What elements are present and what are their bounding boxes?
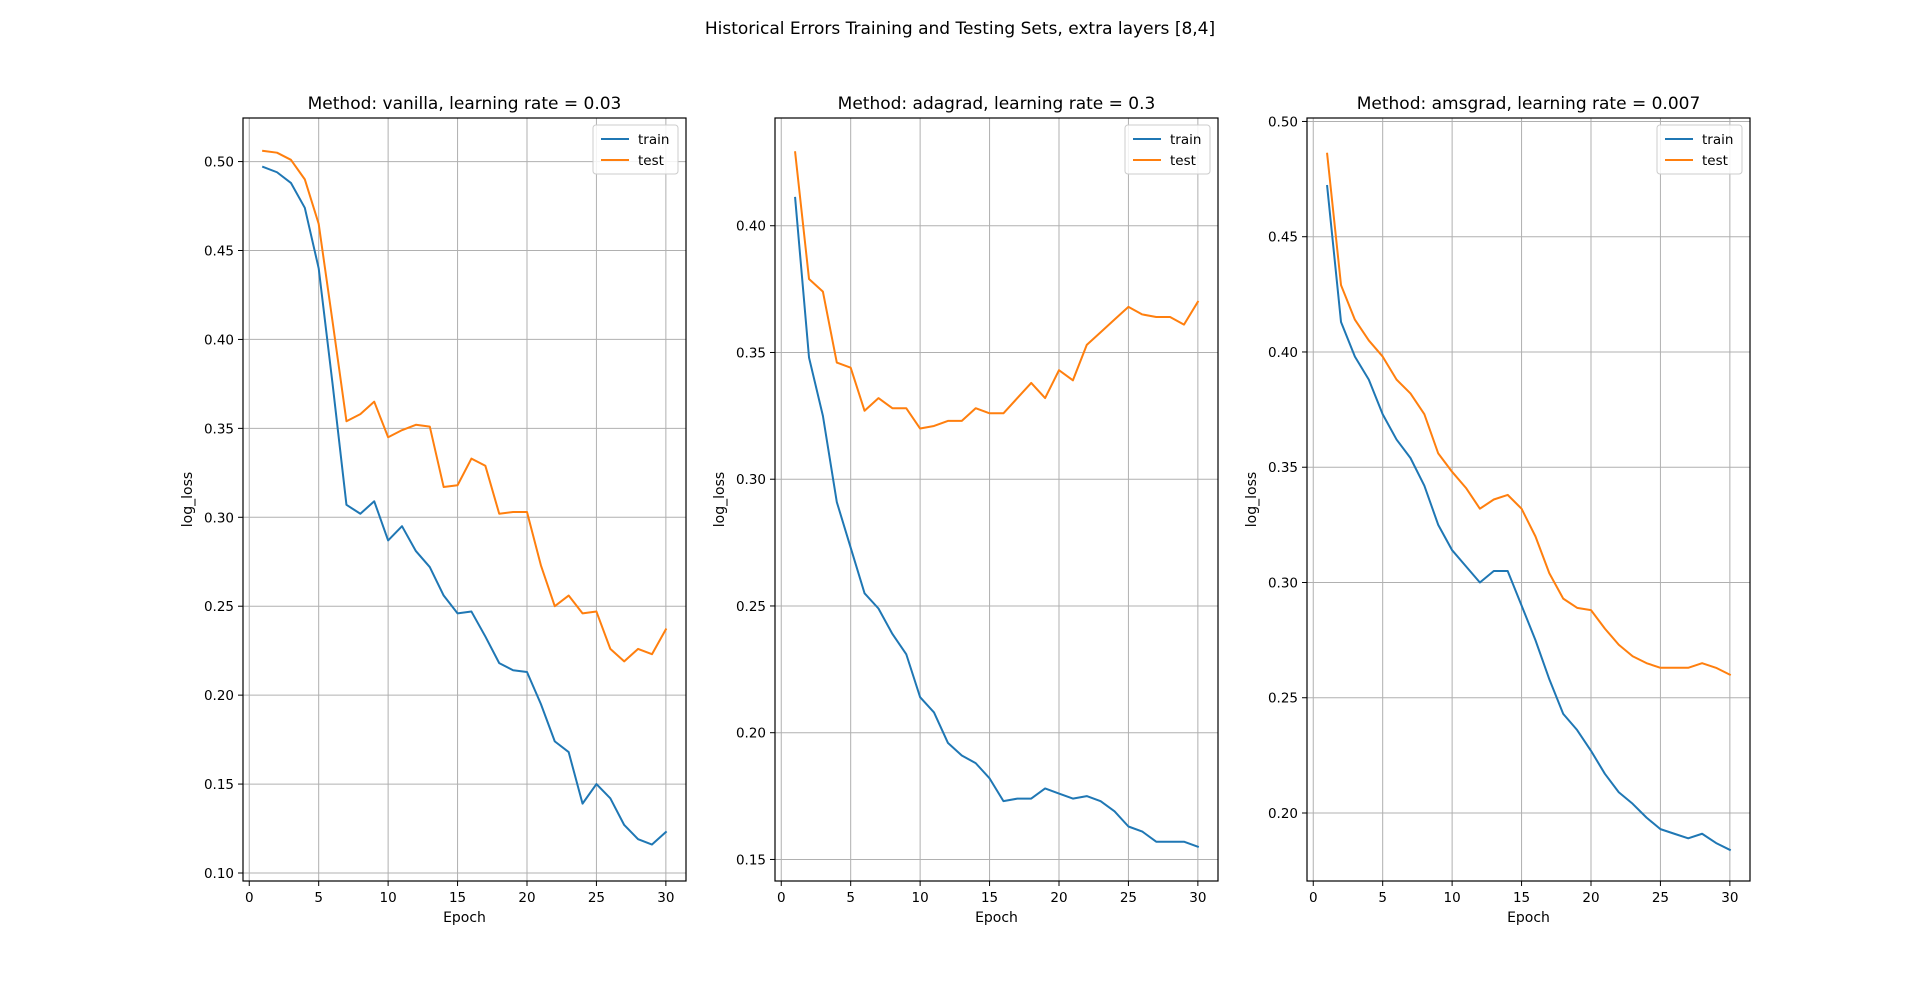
subplot-title: Method: adagrad, learning rate = 0.3: [838, 94, 1156, 114]
y-tick-label: 0.35: [204, 421, 234, 437]
x-tick-label: 15: [981, 890, 998, 906]
y-tick-label: 0.40: [736, 219, 766, 235]
x-tick-label: 25: [1652, 890, 1669, 906]
legend: train test: [1656, 124, 1743, 175]
legend: train test: [1124, 124, 1211, 175]
x-tick-label: 10: [380, 890, 397, 906]
y-tick-label: 0.45: [204, 244, 234, 260]
y-tick-label: 0.25: [204, 599, 234, 615]
y-tick-label: 0.35: [1268, 460, 1298, 476]
subplot-title: Method: vanilla, learning rate = 0.03: [308, 94, 622, 114]
x-tick-label: 5: [846, 890, 855, 906]
x-tick-label: 20: [1582, 890, 1599, 906]
y-tick-label: 0.25: [1268, 691, 1298, 707]
y-tick-label: 0.30: [736, 472, 766, 488]
legend-label-train: train: [638, 132, 669, 148]
x-tick-label: 5: [1378, 890, 1387, 906]
x-tick-label: 30: [1189, 890, 1206, 906]
series-line-train: [794, 196, 1200, 849]
legend-label-train: train: [1702, 132, 1733, 148]
legend-box: [1656, 124, 1743, 175]
subplot-title: Method: amsgrad, learning rate = 0.007: [1357, 94, 1701, 114]
y-tick-label: 0.30: [1268, 575, 1298, 591]
x-axis-label: Epoch: [443, 910, 486, 926]
y-tick-label: 0.25: [736, 599, 766, 615]
x-tick-label: 20: [518, 890, 535, 906]
figure-title: Historical Errors Training and Testing S…: [705, 19, 1215, 39]
legend-label-test: test: [638, 153, 664, 169]
legend: train test: [592, 124, 679, 175]
x-axis-label: Epoch: [975, 910, 1018, 926]
x-tick-label: 25: [1120, 890, 1137, 906]
y-tick-label: 0.10: [204, 866, 234, 882]
x-tick-label: 0: [777, 890, 786, 906]
plot-area: [1307, 118, 1750, 881]
legend-label-test: test: [1702, 153, 1728, 169]
y-tick-label: 0.50: [204, 155, 234, 171]
x-tick-label: 15: [1513, 890, 1530, 906]
y-tick-label: 0.30: [204, 510, 234, 526]
y-tick-label: 0.20: [204, 688, 234, 704]
legend-label-train: train: [1170, 132, 1201, 148]
y-tick-label: 0.20: [1268, 806, 1298, 822]
series-line-train: [1326, 184, 1732, 852]
series-line-test: [794, 151, 1200, 430]
plot-area: [775, 118, 1218, 881]
x-tick-label: 20: [1050, 890, 1067, 906]
x-tick-label: 0: [1309, 890, 1318, 906]
x-tick-label: 10: [912, 890, 929, 906]
series-line-test: [262, 149, 668, 663]
y-tick-label: 0.40: [1268, 345, 1298, 361]
x-tick-label: 15: [449, 890, 466, 906]
subplot-3: 0 5 10 15 20 25 30 0.20 0.25 0.30 0.35 0.40 0.45 0.50…: [1244, 94, 1751, 926]
series-line-train: [261, 165, 668, 846]
y-tick-label: 0.15: [204, 777, 234, 793]
x-axis-label: Epoch: [1507, 910, 1550, 926]
legend-label-test: test: [1170, 153, 1196, 169]
y-tick-label: 0.20: [736, 726, 766, 742]
axes-frame: [1306, 117, 1751, 882]
axes-frame: [774, 117, 1219, 882]
subplot-1: 0 5 10 15 20 25 30 0.10 0.15 0.20 0.25 0.30 0.35 0.40…: [180, 94, 687, 926]
y-tick-label: 0.50: [1268, 114, 1298, 130]
x-tick-label: 0: [245, 890, 254, 906]
y-tick-label: 0.35: [736, 345, 766, 361]
y-axis-label: log_loss: [180, 472, 196, 527]
y-tick-label: 0.15: [736, 852, 766, 868]
axes-frame: [242, 117, 687, 882]
legend-box: [592, 124, 679, 175]
x-tick-label: 10: [1444, 890, 1461, 906]
y-axis-label: log_loss: [712, 472, 728, 527]
legend-box: [1124, 124, 1211, 175]
x-tick-label: 30: [1721, 890, 1738, 906]
plot-area: [243, 118, 686, 881]
x-tick-label: 5: [314, 890, 323, 906]
y-axis-label: log_loss: [1244, 472, 1260, 527]
y-tick-label: 0.45: [1268, 230, 1298, 246]
y-tick-label: 0.40: [204, 332, 234, 348]
x-tick-label: 30: [657, 890, 674, 906]
x-tick-label: 25: [588, 890, 605, 906]
subplot-2: 0 5 10 15 20 25 30 0.15 0.20 0.25 0.30 0.35 0.40 Meth…: [712, 94, 1219, 926]
series-line-test: [1326, 152, 1732, 677]
